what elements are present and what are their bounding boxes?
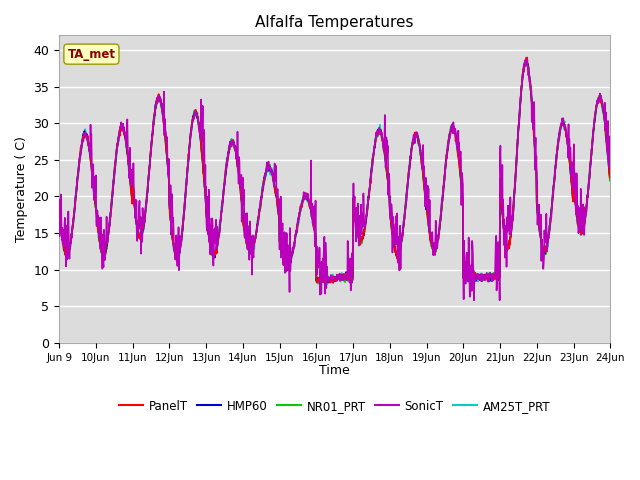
AM25T_PRT [55, 208, 63, 214]
X-axis label: Time: Time [319, 364, 350, 377]
SonicT [164, 172, 172, 178]
HMP60 [55, 207, 63, 213]
AM25T_PRT [541, 245, 549, 251]
SonicT [492, 237, 500, 243]
PanelT [606, 175, 614, 181]
PanelT [239, 221, 247, 227]
NR01_PRT [239, 221, 247, 227]
SonicT [541, 232, 549, 238]
SonicT [496, 298, 504, 303]
HMP60 [606, 174, 614, 180]
PanelT [164, 168, 172, 174]
SonicT [523, 57, 531, 62]
NR01_PRT [178, 232, 186, 238]
PanelT [55, 205, 63, 211]
NR01_PRT [55, 206, 63, 212]
HMP60 [523, 57, 531, 62]
AM25T_PRT [239, 219, 247, 225]
PanelT [420, 186, 428, 192]
Legend: PanelT, HMP60, NR01_PRT, SonicT, AM25T_PRT: PanelT, HMP60, NR01_PRT, SonicT, AM25T_P… [115, 395, 555, 417]
SonicT [55, 216, 63, 222]
SonicT [239, 202, 247, 208]
NR01_PRT [492, 272, 500, 277]
HMP60 [541, 251, 549, 257]
Line: SonicT: SonicT [59, 60, 610, 300]
HMP60 [492, 273, 500, 278]
HMP60 [178, 235, 186, 240]
Line: PanelT: PanelT [59, 58, 610, 283]
NR01_PRT [314, 281, 322, 287]
Line: HMP60: HMP60 [59, 60, 610, 284]
AM25T_PRT [606, 176, 614, 182]
SonicT [606, 164, 614, 169]
SonicT [420, 163, 428, 169]
AM25T_PRT [178, 236, 186, 241]
SonicT [178, 234, 186, 240]
NR01_PRT [606, 178, 614, 183]
Y-axis label: Temperature ( C): Temperature ( C) [15, 136, 28, 242]
HMP60 [164, 168, 172, 174]
Text: TA_met: TA_met [67, 48, 115, 60]
AM25T_PRT [164, 170, 172, 176]
PanelT [178, 232, 186, 238]
HMP60 [316, 281, 324, 287]
Line: NR01_PRT: NR01_PRT [59, 60, 610, 284]
Line: AM25T_PRT: AM25T_PRT [59, 58, 610, 288]
PanelT [541, 248, 549, 253]
PanelT [326, 280, 334, 286]
NR01_PRT [420, 185, 428, 191]
HMP60 [239, 219, 247, 225]
AM25T_PRT [523, 55, 531, 61]
PanelT [523, 55, 531, 60]
Title: Alfalfa Temperatures: Alfalfa Temperatures [255, 15, 414, 30]
NR01_PRT [522, 57, 529, 63]
NR01_PRT [541, 245, 549, 251]
AM25T_PRT [322, 285, 330, 291]
HMP60 [420, 184, 428, 190]
PanelT [492, 275, 500, 280]
AM25T_PRT [420, 184, 428, 190]
NR01_PRT [164, 168, 172, 174]
AM25T_PRT [492, 274, 500, 280]
